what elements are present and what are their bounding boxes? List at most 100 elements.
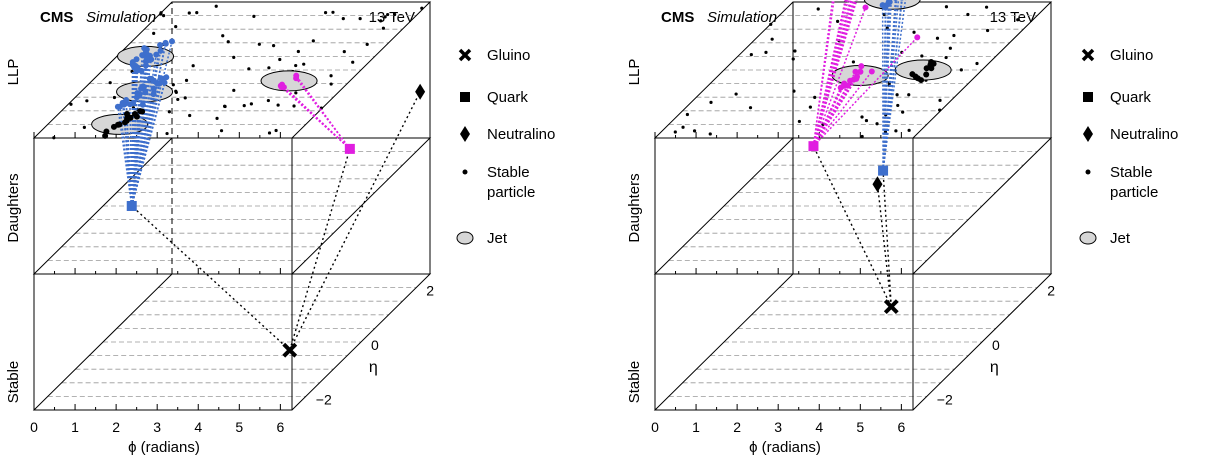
stable-particle (383, 15, 387, 19)
stable-particle (935, 36, 940, 40)
layer-label-llp: LLP (5, 59, 22, 86)
decay-link (812, 65, 862, 147)
cluster-particle (858, 63, 865, 70)
stable-particle (311, 39, 315, 43)
cluster-particle (151, 77, 158, 84)
panel-right: CMS Simulation 13 TeV Stable Daughters LLP 0 1 2… (626, 0, 1178, 456)
quark-icon (460, 92, 470, 102)
decay-link (812, 7, 867, 147)
stable-particle (221, 34, 225, 38)
stable-particle (952, 33, 956, 38)
stable-particle (249, 102, 253, 106)
stable-particle (292, 104, 296, 108)
stable-particle (769, 22, 773, 26)
jet-icon (456, 231, 474, 245)
stable-particle (944, 5, 949, 9)
gluino-link (289, 91, 421, 351)
cluster-particle (139, 108, 146, 115)
stable-particle (685, 112, 690, 117)
stable-particle (938, 108, 942, 112)
stable-particle (247, 67, 251, 71)
cluster-particle (156, 80, 163, 87)
stable-particle (214, 4, 218, 8)
cluster-particle (140, 84, 147, 91)
stable-particle (183, 96, 187, 100)
stable-particle (358, 17, 362, 21)
stable-particle (85, 99, 89, 103)
layer-plane-stable (32, 273, 432, 411)
phi-tick-label: 3 (774, 419, 782, 435)
decay-link (117, 106, 133, 207)
cluster-particle (115, 121, 122, 128)
stable-particle-icon (462, 169, 468, 175)
cluster-particle (914, 34, 921, 41)
stable-particle (276, 103, 280, 107)
layer-plane-daughters (32, 137, 432, 275)
eta-axis-label: η (369, 359, 378, 376)
stable-particle (162, 13, 166, 18)
stable-particle (176, 97, 180, 102)
cluster-particle (142, 89, 149, 96)
cluster-particle (293, 75, 300, 82)
eta-tick-label: −2 (937, 391, 953, 407)
stable-particle (864, 118, 869, 123)
stable-particle (174, 89, 178, 93)
neutralino-icon (1083, 126, 1093, 142)
decay-link (812, 0, 849, 147)
legend-label: Jet (487, 230, 508, 247)
gluino-link (876, 184, 892, 307)
cluster-particle (163, 74, 170, 81)
stable-particle (82, 125, 86, 130)
quark-marker (126, 201, 137, 211)
stable-particle (215, 116, 219, 120)
stable-particle (948, 46, 952, 50)
stable-particle (323, 10, 328, 15)
stable-particle (860, 134, 864, 139)
stable-particle (188, 113, 192, 118)
eta-tick-label: 2 (1047, 283, 1055, 299)
stable-particle (749, 52, 753, 57)
stable-particle (793, 49, 797, 53)
cluster-particle (133, 67, 140, 74)
cluster-particle (168, 38, 175, 45)
phi-tick-label: 2 (112, 419, 120, 435)
stable-particle (242, 104, 246, 108)
stable-particle (167, 110, 171, 114)
cluster-particle (157, 47, 164, 54)
layer-label-stable: Stable (626, 361, 643, 404)
stable-particle (294, 91, 298, 95)
stable-particle (232, 88, 236, 92)
cluster-particle (139, 101, 146, 108)
stable-particle (966, 12, 970, 17)
phi-tick-label: 6 (897, 419, 905, 435)
stable-particle (223, 104, 227, 109)
legend-label: Stable (487, 164, 530, 181)
layer-label-daughters: Daughters (5, 173, 22, 242)
phi-tick-label: 4 (194, 419, 202, 435)
layer-label-daughters: Daughters (626, 173, 643, 242)
phi-tick-label: 1 (692, 419, 700, 435)
stable-particle (808, 105, 812, 109)
stable-particle (907, 128, 911, 132)
stable-particle (764, 50, 768, 55)
stable-particle (1016, 18, 1020, 22)
cluster-particle (126, 101, 133, 108)
stable-particle (875, 122, 879, 126)
stable-particle (938, 98, 942, 102)
simulation-label: Simulation (86, 9, 156, 26)
phi-axis-label: ϕ (radians) (749, 439, 821, 456)
stable-particle (681, 125, 685, 129)
neutralino-marker (872, 176, 883, 193)
stable-particle (266, 98, 270, 103)
stable-particle (329, 82, 333, 86)
stable-particle (365, 42, 369, 46)
gluino-link (131, 205, 291, 351)
cluster-particle (162, 40, 169, 47)
stable-particle (171, 83, 175, 87)
stable-particle (770, 37, 774, 41)
stable-particle (986, 28, 990, 33)
cluster-particle (899, 0, 904, 1)
gluino-link (289, 148, 351, 351)
stable-particle (420, 6, 424, 10)
